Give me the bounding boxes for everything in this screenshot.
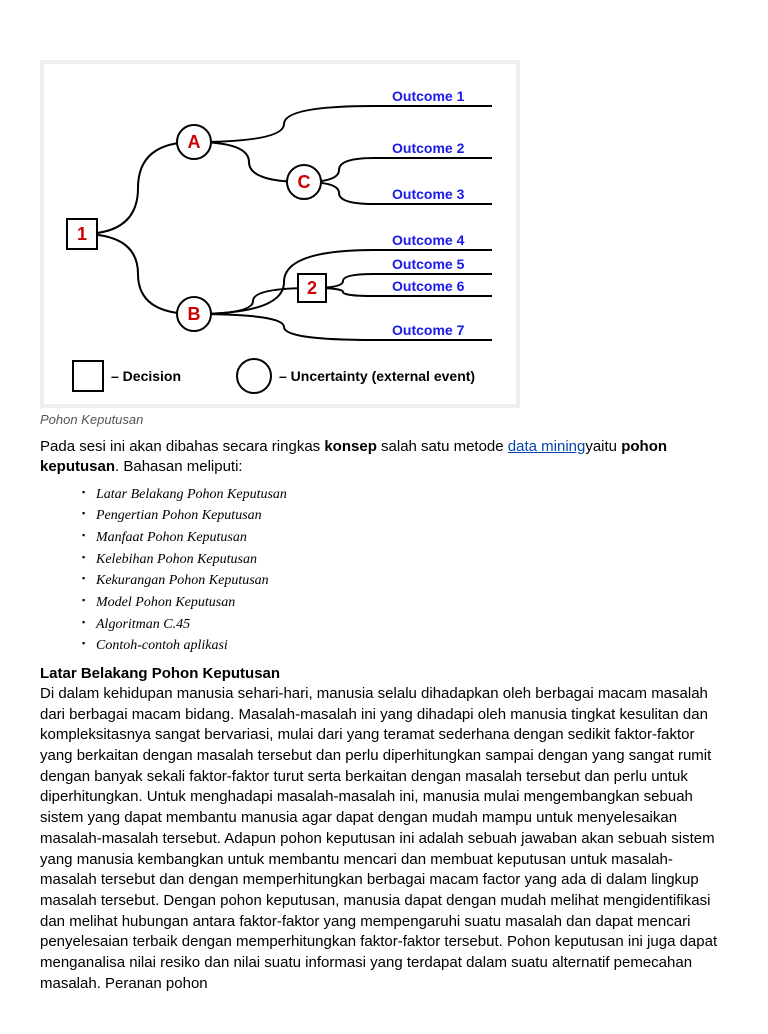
- figure-caption: Pohon Keputusan: [40, 412, 728, 427]
- intro-mid2: yaitu: [585, 438, 621, 455]
- intro-paragraph: Pada sesi ini akan dibahas secara ringka…: [40, 437, 728, 478]
- svg-text:A: A: [188, 132, 201, 152]
- toc-item: Latar Belakang Pohon Keputusan: [82, 484, 728, 506]
- body-paragraph: Di dalam kehidupan manusia sehari-hari, …: [40, 684, 728, 994]
- svg-text:Outcome 7: Outcome 7: [392, 322, 465, 338]
- toc-item: Manfaat Pohon Keputusan: [82, 527, 728, 549]
- svg-text:– Decision: – Decision: [111, 368, 181, 384]
- intro-post: . Bahasan meliputi:: [115, 458, 243, 475]
- toc-item: Model Pohon Keputusan: [82, 592, 728, 614]
- decision-tree-svg-container: Outcome 1 Outcome 2 Outcome 3 Outcome 4 Outc…: [44, 64, 516, 404]
- svg-text:Outcome 3: Outcome 3: [392, 186, 465, 202]
- svg-text:Outcome 6: Outcome 6: [392, 278, 465, 294]
- toc-item: Pengertian Pohon Keputusan: [82, 505, 728, 527]
- toc-list: Latar Belakang Pohon KeputusanPengertian…: [82, 484, 728, 658]
- svg-text:B: B: [188, 304, 201, 324]
- section-heading: Latar Belakang Pohon Keputusan: [40, 665, 728, 682]
- toc-item: Algoritman C.45: [82, 614, 728, 636]
- svg-text:Outcome 4: Outcome 4: [392, 232, 465, 248]
- svg-text:– Uncertainty (external event): – Uncertainty (external event): [279, 368, 475, 384]
- toc-item: Kekurangan Pohon Keputusan: [82, 570, 728, 592]
- svg-text:1: 1: [77, 224, 87, 244]
- intro-mid1: salah satu metode: [377, 438, 508, 455]
- toc-item: Kelebihan Pohon Keputusan: [82, 549, 728, 571]
- decision-tree-svg: Outcome 1 Outcome 2 Outcome 3 Outcome 4 Outc…: [44, 64, 516, 404]
- svg-text:2: 2: [307, 278, 317, 298]
- svg-text:C: C: [298, 172, 311, 192]
- svg-text:Outcome 5: Outcome 5: [392, 256, 465, 272]
- toc-item: Contoh-contoh aplikasi: [82, 635, 728, 657]
- intro-bold1: konsep: [324, 438, 377, 455]
- svg-text:Outcome 1: Outcome 1: [392, 88, 465, 104]
- decision-tree-figure: Outcome 1 Outcome 2 Outcome 3 Outcome 4 Outc…: [40, 60, 520, 408]
- data-mining-link[interactable]: data mining: [508, 438, 586, 455]
- intro-pre: Pada sesi ini akan dibahas secara ringka…: [40, 438, 324, 455]
- svg-text:Outcome 2: Outcome 2: [392, 140, 465, 156]
